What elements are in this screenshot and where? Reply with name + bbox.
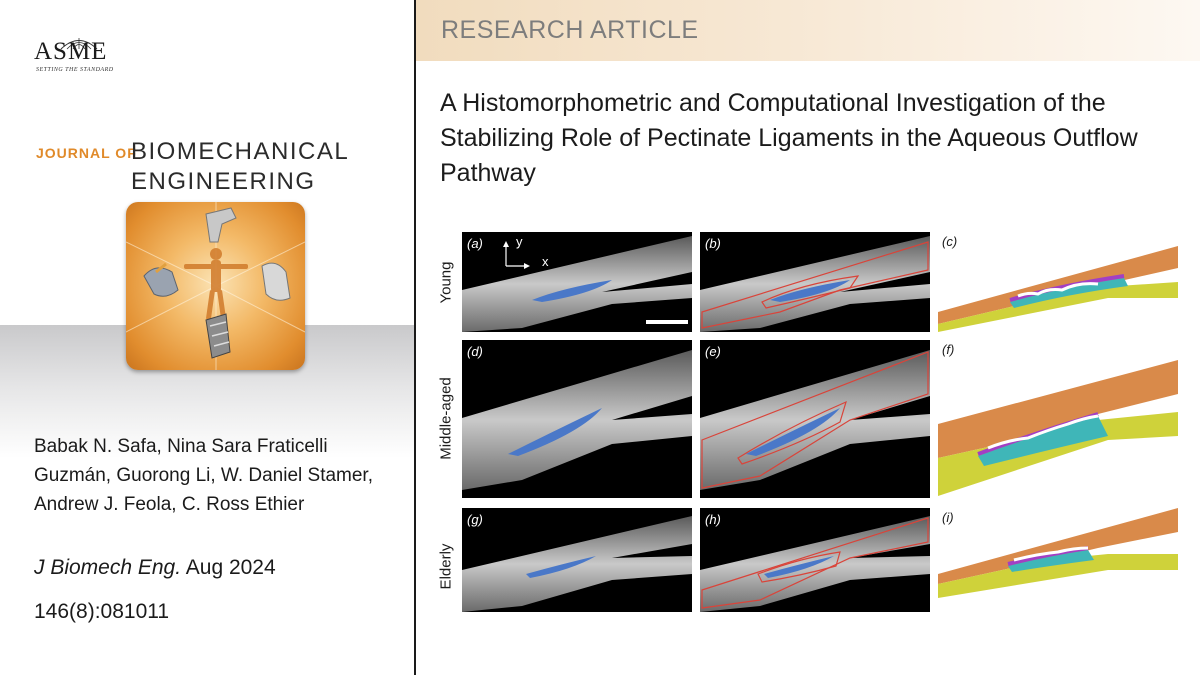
panel-e: (e) — [700, 340, 930, 498]
axis-x-label: x — [542, 254, 549, 269]
volume-issue: 146(8):081011 — [34, 600, 170, 623]
panel-f: (f) — [938, 340, 1178, 498]
panel-g: (g) — [462, 508, 692, 612]
article-title: A Histomorphometric and Computational In… — [440, 89, 1138, 187]
panel-a: (a) y x — [462, 232, 692, 332]
panel-h: (h) — [700, 508, 930, 612]
journal-cover-image — [126, 202, 305, 370]
article-type-band — [416, 0, 1200, 61]
row-label-elderly: Elderly — [437, 543, 455, 590]
article-type-label: RESEARCH ARTICLE — [441, 16, 699, 44]
panel-b: (b) — [700, 232, 930, 332]
scale-bar — [646, 320, 688, 324]
row-label-middle-aged: Middle-aged — [437, 377, 455, 460]
panel-letter-c: (c) — [942, 234, 958, 249]
panel-letter-a: (a) — [467, 236, 483, 251]
sidebar-gradient — [0, 325, 415, 675]
panel-letter-i: (i) — [942, 510, 954, 525]
asme-tagline: SETTING THE STANDARD — [36, 67, 114, 73]
knee-implant-icon — [143, 262, 179, 297]
journal-prefix: JOURNAL OF — [36, 145, 137, 161]
panel-letter-f: (f) — [942, 342, 955, 357]
hand-model-icon — [261, 262, 291, 301]
panel-letter-g: (g) — [467, 512, 483, 527]
asme-wordmark: ASME — [34, 38, 108, 65]
panel-d: (d) — [462, 340, 692, 498]
segmentation-outline — [701, 241, 929, 329]
segmented-ligament-shape — [532, 280, 612, 302]
globe-icon — [60, 38, 98, 50]
panel-letter-e: (e) — [705, 344, 721, 359]
cover-artwork — [126, 202, 305, 370]
human-figure-icon — [184, 248, 248, 320]
axis-y-label: y — [516, 234, 523, 249]
hip-implant-icon — [205, 207, 237, 243]
panel-i: (i) — [938, 508, 1178, 612]
publication-date: Aug 2024 — [181, 556, 276, 579]
panel-letter-d: (d) — [467, 344, 483, 359]
panel-c: (c) — [938, 232, 1178, 332]
bone-scaffold-icon — [205, 313, 231, 359]
citation-line: J Biomech Eng. Aug 2024 — [34, 556, 276, 580]
vertical-divider — [414, 0, 416, 675]
article-authors: Babak N. Safa, Nina Sara Fraticelli Guzm… — [34, 436, 373, 515]
journal-name-line1: BIOMECHANICAL — [131, 138, 350, 165]
article-figure: Young Middle-aged Elderly (a) y x — [430, 228, 1190, 648]
axis-arrows-icon — [503, 241, 530, 269]
journal-abbreviation: J Biomech Eng. — [34, 556, 182, 579]
row-label-young: Young — [437, 261, 455, 304]
panel-letter-b: (b) — [705, 236, 721, 251]
panel-letter-h: (h) — [705, 512, 721, 527]
journal-name-line2: ENGINEERING — [131, 168, 316, 195]
asme-logo: ASME SETTING THE STANDARD — [34, 36, 130, 80]
